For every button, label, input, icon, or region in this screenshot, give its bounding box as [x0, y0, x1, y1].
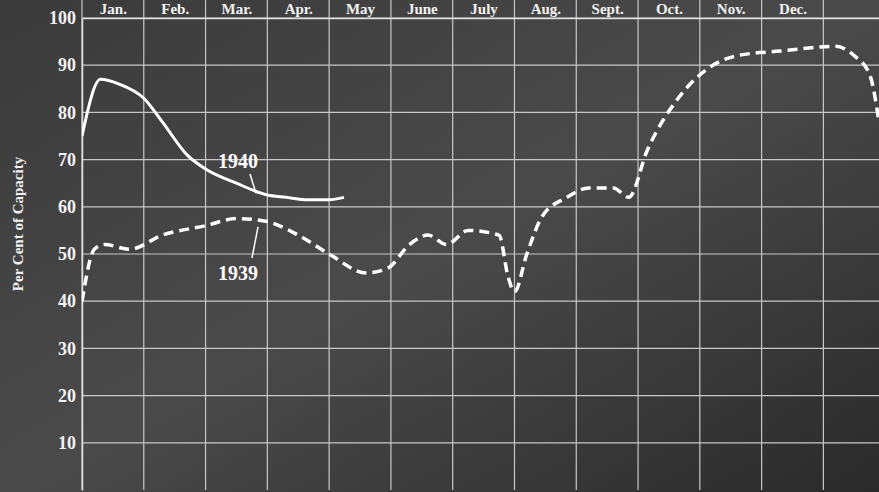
grid-line — [82, 206, 879, 207]
lines — [82, 46, 879, 301]
x-tick: Nov. — [717, 1, 746, 18]
month-divider — [576, 0, 577, 490]
x-tick: Dec. — [779, 1, 807, 18]
month-divider — [637, 0, 638, 490]
x-tick-label: July — [470, 1, 498, 17]
x-tick: Sept. — [592, 1, 624, 18]
x-tick: Aug. — [531, 1, 562, 18]
x-tick-label: Oct. — [656, 1, 683, 17]
month-divider — [761, 0, 762, 490]
series-label: 1939 — [218, 262, 258, 284]
y-tick-label: 40 — [58, 291, 76, 311]
month-divider — [390, 0, 391, 490]
y-tick: 50 — [58, 244, 82, 264]
y-tick: 100 — [49, 8, 82, 28]
grid-line — [82, 442, 879, 443]
x-tick-label: Apr. — [285, 1, 313, 17]
month-divider — [329, 0, 330, 490]
x-tick-label: Sept. — [592, 1, 624, 17]
x-tick: June — [407, 1, 438, 18]
x-tick-label: Aug. — [531, 1, 562, 17]
y-tick-label: 10 — [58, 433, 76, 453]
y-tick-label: 30 — [58, 339, 76, 359]
y-tick: 90 — [58, 55, 82, 75]
x-tick: Apr. — [285, 1, 313, 18]
x-tick: May — [346, 1, 376, 18]
y-axis: 10 20 30 40 50 60 70 80 90 100 — [49, 8, 83, 490]
x-tick-label: Feb. — [161, 1, 189, 17]
grid — [82, 0, 879, 490]
grid-line — [82, 112, 879, 113]
y-tick-label: 70 — [58, 150, 76, 170]
month-divider — [205, 0, 206, 490]
series-line — [82, 79, 344, 199]
x-tick: July — [470, 1, 498, 18]
grid-line — [82, 159, 879, 160]
y-tick-label: 100 — [49, 8, 76, 28]
x-axis-line — [83, 18, 879, 20]
x-tick-label: June — [407, 1, 438, 17]
grid-line — [82, 17, 879, 18]
y-tick: 60 — [58, 197, 82, 217]
y-tick: 20 — [58, 386, 82, 406]
month-divider — [823, 0, 824, 490]
grid-line — [82, 253, 879, 254]
month-divider — [514, 0, 515, 490]
y-tick: 80 — [58, 103, 82, 123]
grid-line — [82, 301, 879, 302]
grid-line — [82, 348, 879, 349]
y-tick-label: 50 — [58, 244, 76, 264]
label-pointer — [250, 174, 256, 193]
y-tick-label: 90 — [58, 55, 76, 75]
grid-line — [82, 65, 879, 66]
y-tick-label: 20 — [58, 386, 76, 406]
x-tick: Jan. — [100, 1, 127, 18]
x-tick-label: Nov. — [717, 1, 746, 17]
x-tick: Mar. — [222, 1, 253, 18]
chart: Jan. Feb. Mar. Apr. May June July Aug. Sept. Oct.… — [0, 0, 879, 492]
month-divider — [452, 0, 453, 490]
series-label: 1940 — [218, 150, 258, 172]
label-pointer — [252, 227, 258, 258]
x-tick: Oct. — [656, 1, 683, 18]
x-tick: Feb. — [161, 1, 189, 18]
y-axis-line — [82, 19, 84, 491]
grid-line — [82, 395, 879, 396]
y-tick: 10 — [58, 433, 82, 453]
month-divider — [267, 0, 268, 490]
y-tick: 40 — [58, 291, 82, 311]
x-tick-label: Mar. — [222, 1, 253, 17]
y-tick-label: 60 — [58, 197, 76, 217]
x-tick-label: Dec. — [779, 1, 807, 17]
y-tick: 70 — [58, 150, 82, 170]
y-tick-label: 80 — [58, 103, 76, 123]
y-tick: 30 — [58, 339, 82, 359]
x-tick-label: Jan. — [100, 1, 127, 17]
x-tick-label: May — [346, 1, 376, 17]
background — [0, 0, 879, 492]
x-axis: Jan. Feb. Mar. Apr. May June July Aug. Sept. Oct.… — [83, 1, 879, 19]
month-divider — [81, 0, 82, 490]
y-axis-title: Per Cent of Capacity — [10, 156, 26, 291]
series-line — [82, 46, 879, 301]
